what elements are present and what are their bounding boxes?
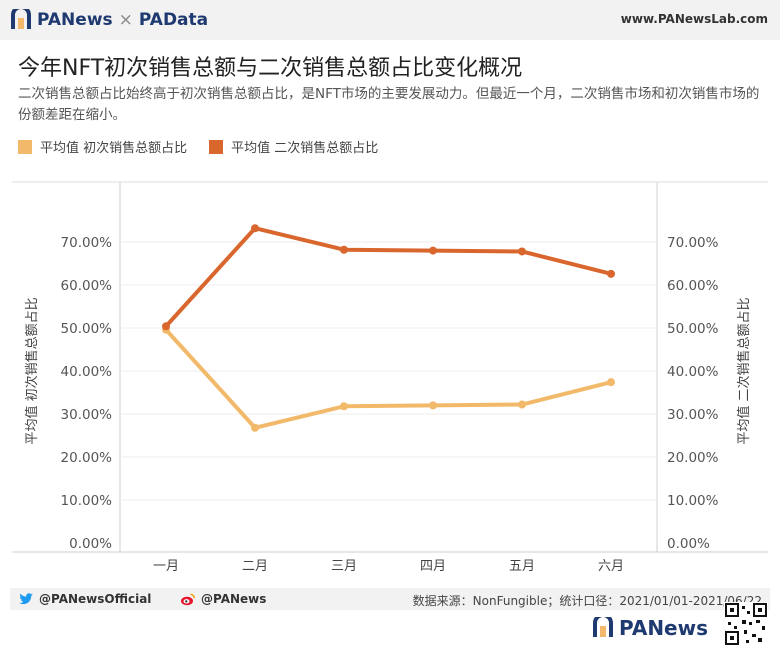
twitter-icon	[19, 593, 33, 605]
header-bar: PANews × PAData www.PANewsLab.com	[0, 0, 780, 40]
footer-twitter: @PANewsOfficial	[18, 591, 151, 607]
line-chart: 0.00% 0.00% 10.00% 10.00% 20.00% 20.00% 30.00%…	[12, 181, 768, 574]
x-tick-label: 二月	[242, 559, 268, 574]
data-point-secondary	[429, 246, 437, 255]
y-tick-label-left: 70.00%	[61, 235, 113, 251]
legend-swatch-secondary	[209, 139, 224, 154]
y-tick-label-left: 20.00%	[61, 450, 113, 466]
y-axis-title-right: 平均值 二次销售总额占比	[736, 297, 752, 444]
data-point-primary	[251, 423, 259, 432]
y-tick-label-right: 60.00%	[667, 278, 719, 294]
legend-swatch-primary	[18, 139, 32, 154]
y-tick-label-right: 40.00%	[667, 364, 719, 380]
y-axis-title-left: 平均值 初次销售总额占比	[24, 297, 40, 444]
series-line-primary	[164, 327, 613, 430]
y-tick-label-right: 10.00%	[667, 493, 719, 509]
legend-label-primary: 平均值 初次销售总额占比	[40, 141, 188, 156]
data-source: 数据来源：NonFungible；统计口径：2021/01/01-2021/06…	[412, 594, 762, 608]
brand-left: PANews	[37, 10, 113, 30]
y-tick-label-right: 50.00%	[667, 321, 719, 337]
x-tick-label: 四月	[420, 559, 446, 574]
x-tick-label: 一月	[153, 559, 179, 574]
legend-item-secondary: 平均值 二次销售总额占比	[209, 137, 378, 156]
y-tick-label-left: 10.00%	[61, 493, 113, 509]
y-tick-label-left: 30.00%	[61, 407, 113, 423]
data-point-secondary	[340, 245, 348, 254]
y-tick-label-right: 30.00%	[667, 407, 719, 423]
footer-bar: @PANewsOfficial @PANews 数据来源：NonFungible…	[10, 588, 770, 610]
footer-weibo: @PANews	[180, 591, 266, 607]
site-url: www.PANewsLab.com	[620, 12, 768, 26]
qr-code-icon	[724, 602, 768, 646]
legend-item-primary: 平均值 初次销售总额占比	[18, 137, 187, 156]
brand-right: PAData	[138, 10, 209, 30]
chart-subtitle: 二次销售总额占比始终高于初次销售总额占比，是NFT市场的主要发展动力。但最近一个…	[18, 86, 760, 123]
data-point-secondary	[162, 322, 170, 331]
twitter-handle: @PANewsOfficial	[39, 592, 152, 606]
y-tick-label-left: 40.00%	[61, 364, 113, 380]
series-line-secondary	[164, 226, 613, 329]
y-tick-label-left: 0.00%	[69, 536, 112, 552]
data-point-primary	[607, 378, 615, 387]
legend-label-secondary: 平均值 二次销售总额占比	[231, 141, 379, 156]
y-tick-label-right: 70.00%	[667, 235, 719, 251]
y-tick-label-left: 60.00%	[61, 278, 113, 294]
chart-legend: 平均值 初次销售总额占比 平均值 二次销售总额占比	[18, 137, 400, 156]
data-point-primary	[518, 400, 526, 409]
x-tick-label: 五月	[509, 559, 535, 574]
bottom-brand-logo: PANews	[592, 616, 708, 640]
data-point-primary	[429, 401, 437, 410]
brand-separator: ×	[118, 10, 133, 30]
weibo-icon	[181, 593, 195, 606]
x-tick-label: 六月	[598, 559, 624, 574]
chart-title: 今年NFT初次销售总额与二次销售总额占比变化概况	[18, 56, 523, 81]
data-point-secondary	[518, 247, 526, 256]
brand-logo: PANews × PAData	[10, 8, 208, 32]
panews-logo-icon	[11, 9, 31, 29]
weibo-handle: @PANews	[201, 592, 267, 606]
y-tick-label-left: 50.00%	[61, 321, 113, 337]
x-tick-label: 三月	[331, 559, 357, 574]
panews-logo-icon	[593, 617, 614, 637]
y-tick-label-right: 0.00%	[667, 536, 710, 552]
data-point-secondary	[251, 224, 259, 233]
bottom-brand-text: PANews	[619, 616, 708, 640]
y-tick-label-right: 20.00%	[667, 450, 719, 466]
data-point-primary	[340, 402, 348, 411]
data-point-secondary	[607, 269, 615, 278]
